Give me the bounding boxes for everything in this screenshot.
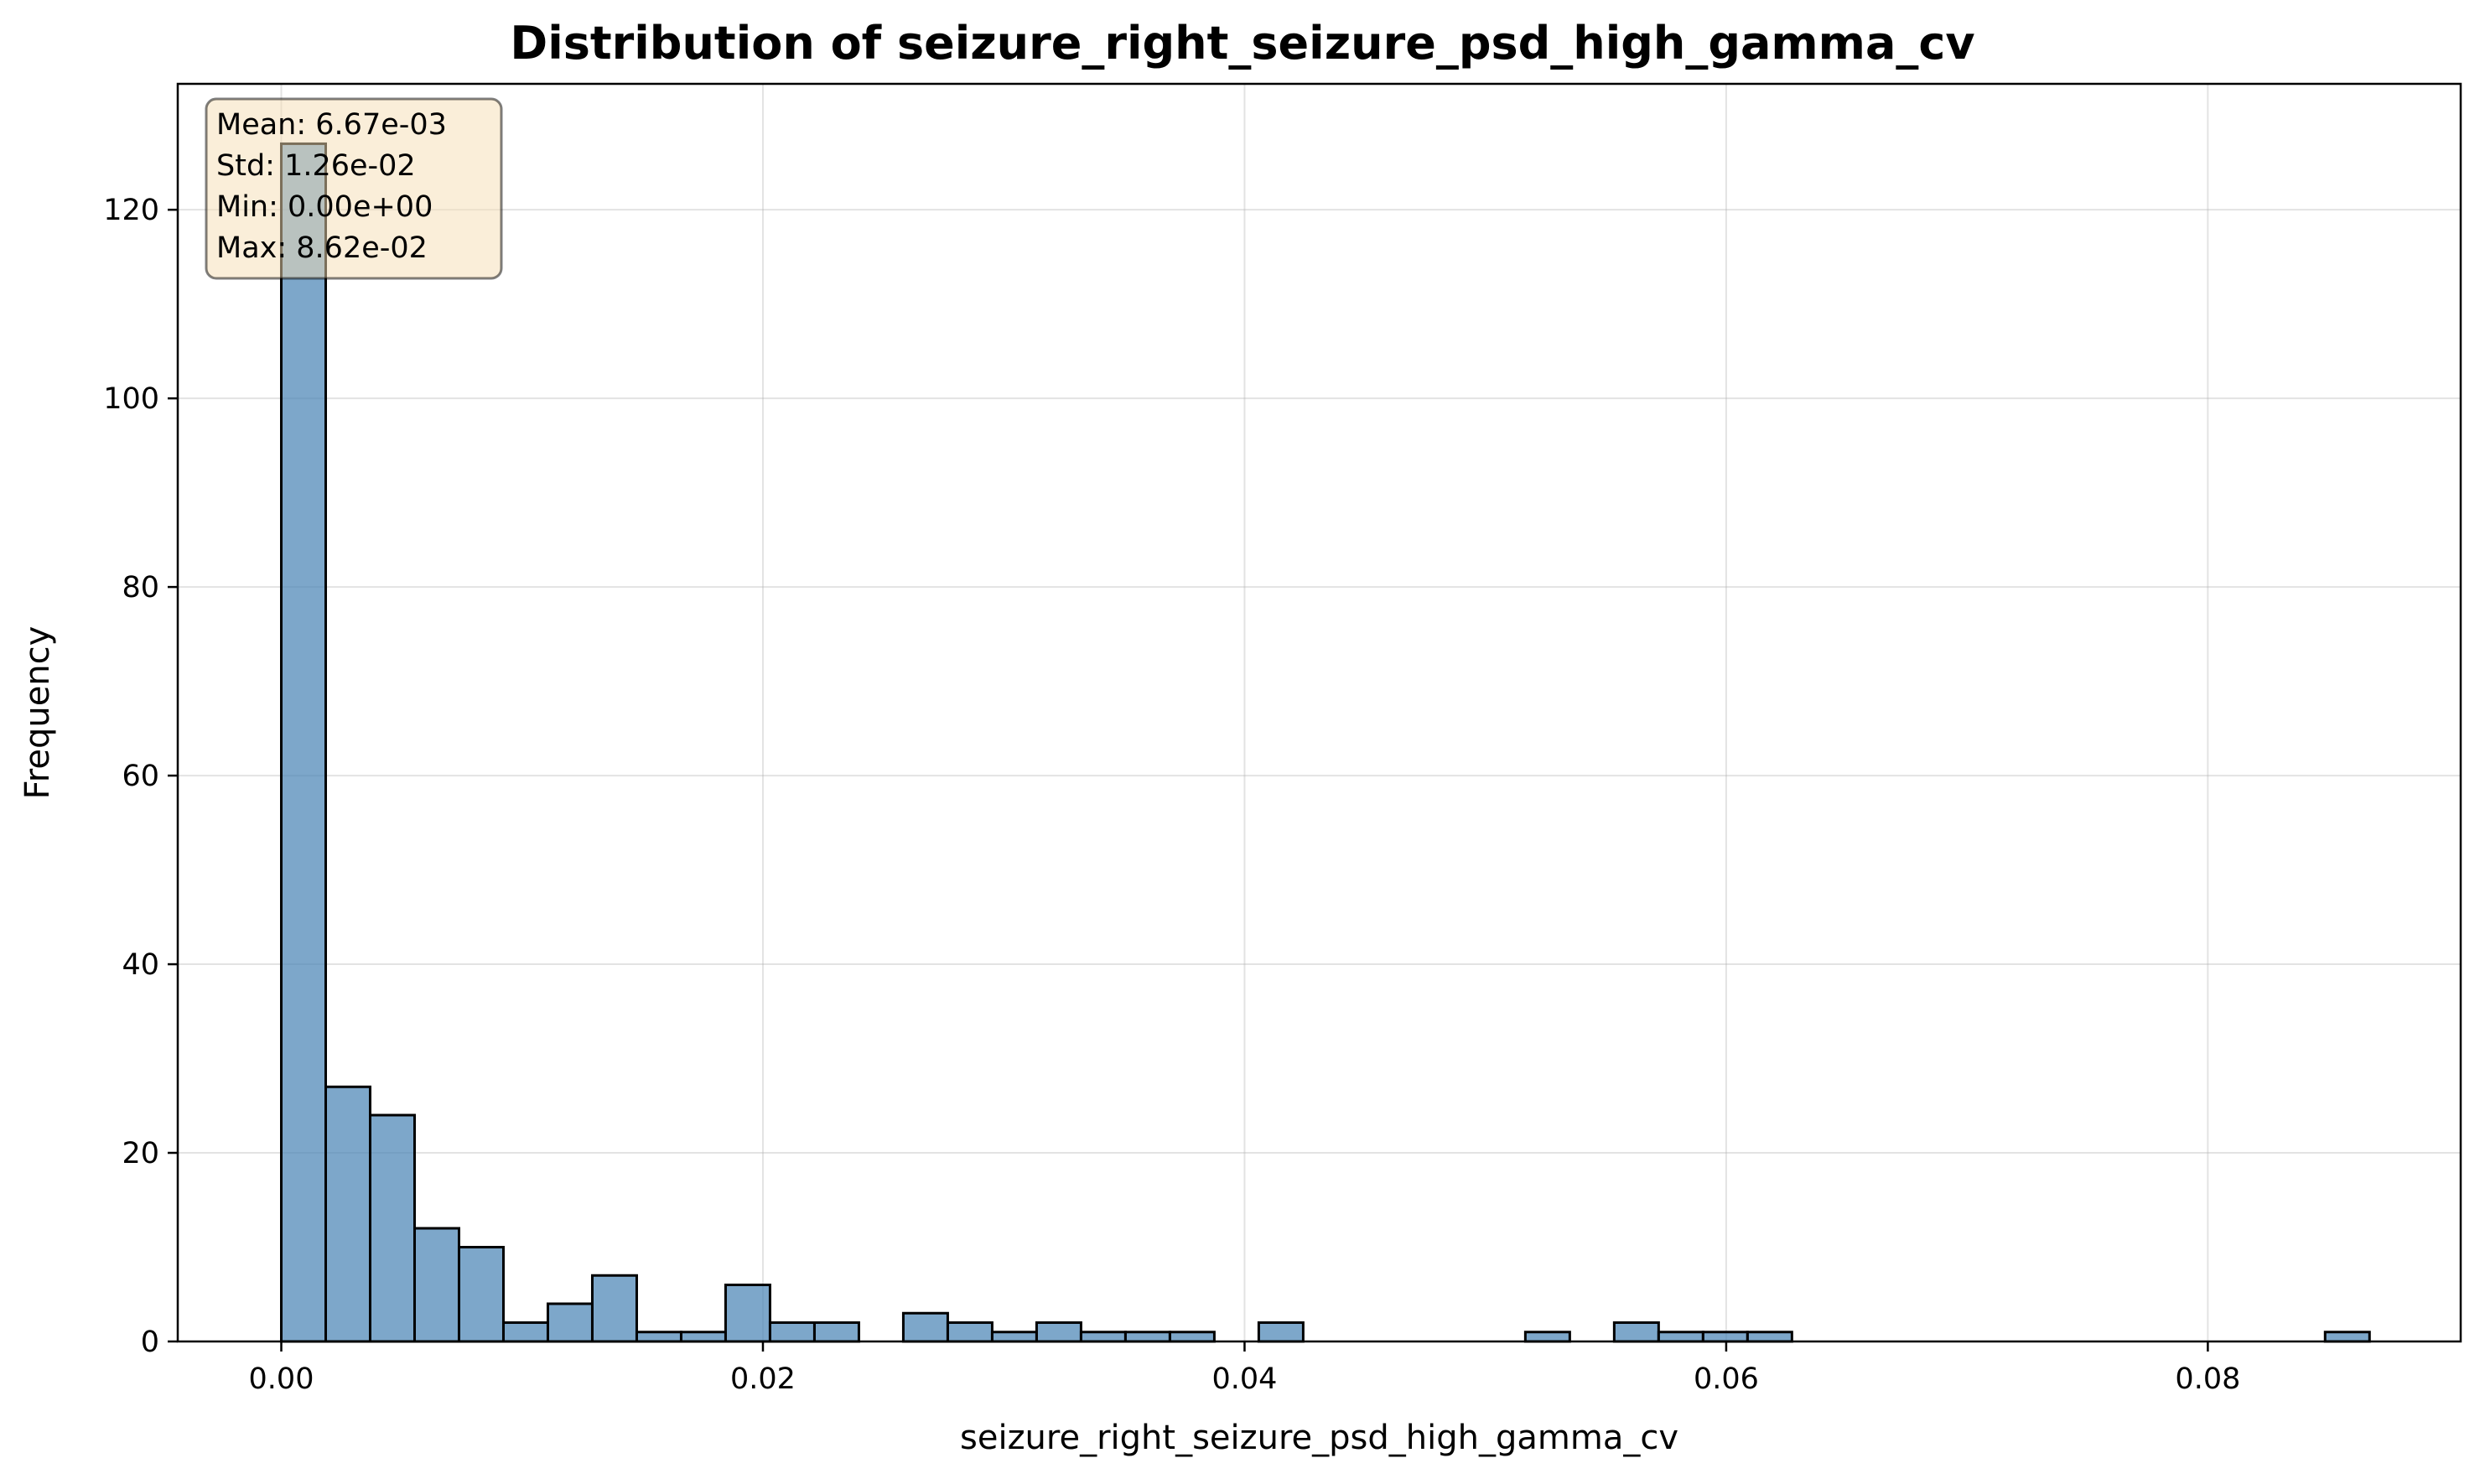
histogram-bar xyxy=(280,142,328,1343)
histogram-bar xyxy=(990,1331,1038,1343)
histogram-bar xyxy=(2323,1331,2371,1343)
x-axis-label: seizure_right_seizure_psd_high_gamma_cv xyxy=(960,1419,1678,1457)
y-tick-label: 120 xyxy=(103,194,159,227)
histogram-bar xyxy=(1523,1331,1571,1343)
stats-min: Min: 0.00e+00 xyxy=(216,190,433,224)
grid-lines xyxy=(178,84,2461,1342)
x-tick-label: 0.00 xyxy=(249,1362,314,1396)
histogram-bar xyxy=(1123,1331,1171,1343)
histogram-bar xyxy=(1168,1331,1216,1343)
histogram-bar xyxy=(679,1331,727,1343)
histogram-bar xyxy=(768,1321,816,1343)
chart-title: Distribution of seizure_right_seizure_ps… xyxy=(510,17,1974,70)
histogram-bar xyxy=(1701,1331,1749,1343)
histogram-bar xyxy=(1746,1331,1793,1343)
histogram-bar xyxy=(1657,1331,1704,1343)
axis-ticks: 0.00 0.02 0.04 0.06 0.08 0 20 40 60 80 100 120 xyxy=(103,194,2240,1396)
histogram-bar xyxy=(412,1227,460,1343)
stats-mean: Mean: 6.67e-03 xyxy=(216,108,447,142)
histogram-bar xyxy=(812,1321,860,1343)
histogram-bar xyxy=(1079,1331,1127,1343)
y-tick-label: 60 xyxy=(122,760,159,793)
stats-box: Mean: 6.67e-03 Std: 1.26e-02 Min: 0.00e+… xyxy=(205,97,503,280)
histogram-bar xyxy=(590,1274,638,1343)
y-tick-label: 0 xyxy=(141,1326,159,1359)
histogram-bar xyxy=(324,1085,372,1343)
y-tick-label: 80 xyxy=(122,571,159,604)
histogram-bar xyxy=(1035,1321,1082,1343)
x-tick-label: 0.06 xyxy=(1694,1362,1759,1396)
y-axis-label: Frequency xyxy=(18,626,57,800)
histogram-bars xyxy=(280,142,2371,1343)
histogram-bar xyxy=(901,1311,949,1343)
x-tick-label: 0.02 xyxy=(730,1362,796,1396)
histogram-bar xyxy=(946,1321,993,1343)
histogram-bar xyxy=(1257,1321,1305,1343)
histogram-bar xyxy=(724,1284,771,1343)
stats-std: Std: 1.26e-02 xyxy=(216,149,416,183)
plot-frame xyxy=(176,82,2462,1343)
y-tick-label: 20 xyxy=(122,1137,159,1170)
histogram-bar xyxy=(1612,1321,1660,1343)
y-tick-label: 40 xyxy=(122,948,159,982)
x-tick-label: 0.08 xyxy=(2175,1362,2240,1396)
histogram-bar xyxy=(369,1113,416,1343)
histogram-bar xyxy=(635,1331,682,1343)
x-tick-label: 0.04 xyxy=(1211,1362,1277,1396)
y-tick-label: 100 xyxy=(103,382,159,416)
stats-box-background xyxy=(205,97,503,280)
histogram-bar xyxy=(546,1302,594,1343)
histogram-bar xyxy=(501,1321,549,1343)
stats-max: Max: 8.62e-02 xyxy=(216,231,428,265)
histogram-bar xyxy=(457,1246,505,1343)
